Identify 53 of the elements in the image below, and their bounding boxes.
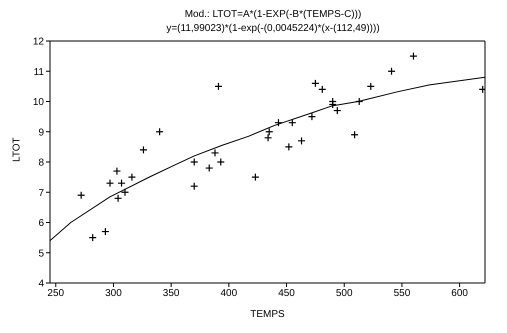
point [284,142,293,151]
point [350,130,359,139]
chart-subtitle: y=(11,99023)*(1-exp(-(0,0045224)*(x-(112,49)))) [165,22,381,36]
point [106,179,114,188]
y-tick-label: 10 [32,97,44,108]
point [264,134,272,142]
point [308,112,316,121]
point [409,52,418,60]
chart-title: Mod.: LTOT=A*(1-EXP(-B*(TEMPS-C))) [184,8,362,22]
point [156,128,164,136]
x-tick-label: 350 [162,288,180,300]
y-tick-label: 11 [34,66,44,78]
point [318,85,326,94]
point [190,158,198,166]
point [114,194,122,202]
x-axis-title: TEMPS [250,309,286,320]
point [274,118,283,127]
point [139,146,148,154]
point [205,164,214,172]
x-tick-label: 300 [105,288,122,300]
point [190,182,198,190]
point [288,118,296,127]
y-tick-label: 7 [38,188,44,199]
x-tick-label: 550 [394,288,411,300]
point [355,97,364,106]
y-tick-label: 6 [38,218,44,230]
y-tick-label: 5 [38,248,44,260]
point [297,136,306,145]
point [77,191,86,200]
point [120,188,130,196]
point [214,82,223,90]
y-tick-label: 12 [32,36,44,48]
y-axis-title: LTOT [12,137,23,162]
x-tick-label: 450 [278,288,296,300]
point [387,67,396,76]
point [251,173,260,182]
y-tick-label: 8 [38,158,44,169]
x-tick-label: 600 [451,288,468,300]
point [88,234,97,242]
point [117,179,126,188]
y-tick-label: 9 [38,127,44,138]
point [216,158,225,166]
point [101,227,110,236]
x-tick-label: 400 [220,288,238,300]
point [210,148,220,158]
point [311,79,320,88]
point [128,173,136,182]
y-tick-label: 4 [38,278,44,290]
x-tick-label: 250 [47,288,65,300]
x-tick-label: 500 [336,288,354,300]
point [265,128,274,136]
point [366,82,375,90]
point [112,166,122,176]
